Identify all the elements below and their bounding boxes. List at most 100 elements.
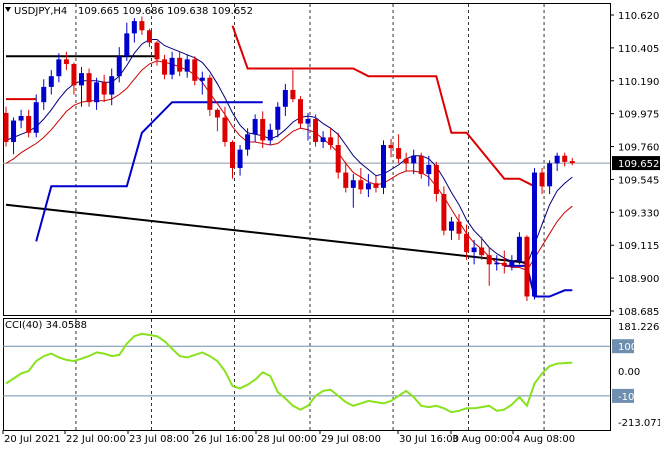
candle — [381, 140, 386, 194]
candle — [335, 132, 341, 179]
candle-body — [426, 164, 432, 175]
candle — [509, 255, 515, 271]
candle-body — [516, 236, 522, 262]
candle — [305, 112, 311, 141]
overlay-line — [231, 25, 535, 188]
candle — [222, 106, 228, 147]
candle — [116, 47, 122, 83]
candle-body — [381, 145, 386, 188]
candle — [177, 51, 183, 77]
candle-body — [184, 59, 190, 72]
candle-body — [18, 115, 24, 121]
candle-body — [411, 155, 417, 164]
candle — [131, 18, 137, 43]
candle — [260, 111, 266, 149]
time-tick-label: 20 Jul 2021 — [4, 434, 61, 445]
candle-body — [471, 247, 477, 253]
candle — [169, 51, 175, 80]
candle — [48, 70, 54, 95]
candle-body — [328, 137, 334, 146]
candle — [358, 167, 364, 194]
candle — [18, 109, 24, 129]
chart-header: USDJPY,H4 109.665 109.686 109.638 109.65… — [5, 6, 253, 17]
candle — [282, 83, 288, 116]
candle — [388, 138, 394, 158]
candle-body — [116, 56, 122, 77]
candle — [373, 175, 379, 193]
candle — [456, 213, 462, 240]
candle-body — [169, 57, 175, 75]
candle — [139, 16, 145, 35]
candle-body — [448, 221, 454, 231]
last-price-label: 109.652 — [618, 159, 659, 170]
candle-body — [146, 30, 152, 43]
candle — [245, 128, 251, 156]
candle-body — [3, 112, 9, 142]
candle-body — [260, 119, 266, 141]
candle — [554, 152, 560, 172]
candle-body — [358, 180, 364, 190]
candle — [26, 109, 32, 138]
ohlc-readout: 109.665 109.686 109.638 109.652 — [78, 6, 253, 17]
candle — [532, 167, 537, 300]
candle-body — [539, 172, 545, 187]
candle — [524, 235, 530, 302]
candle — [267, 123, 273, 146]
candle-body — [313, 119, 319, 142]
candle-body — [464, 233, 470, 253]
candle-body — [441, 193, 447, 231]
candle — [547, 160, 553, 194]
candle — [3, 106, 9, 147]
candle-body — [365, 183, 371, 190]
candle-body — [71, 63, 77, 86]
price-tick-label: 109.330 — [618, 208, 659, 219]
candle — [71, 62, 77, 95]
time-tick-label: 29 Jul 08:00 — [321, 434, 381, 445]
candle-body — [192, 59, 198, 81]
price-tick-label: 110.405 — [618, 44, 659, 55]
candle-body — [79, 73, 84, 86]
candle-body — [230, 141, 235, 168]
candle-body — [562, 155, 568, 162]
candle — [501, 250, 507, 274]
time-tick-label: 22 Jul 00:00 — [66, 434, 126, 445]
candle — [33, 94, 39, 138]
candle-body — [94, 82, 100, 103]
candle-body — [154, 42, 160, 60]
candle — [41, 79, 47, 110]
candle-body — [554, 155, 560, 164]
candle-body — [350, 180, 356, 188]
candle-body — [131, 21, 137, 34]
indicator-label: CCI(40) 34.0588 — [5, 320, 87, 331]
candle — [230, 140, 235, 179]
candle-body — [139, 21, 145, 31]
candle — [516, 232, 522, 265]
indicator-panel-border — [3, 318, 611, 431]
time-tick-label: 28 Jul 00:00 — [257, 434, 317, 445]
candle — [297, 96, 303, 129]
candle — [486, 247, 492, 286]
candle — [471, 239, 477, 265]
candle — [562, 152, 568, 167]
candle — [411, 149, 417, 175]
indicator-level-label: -100 — [618, 392, 641, 403]
candle — [199, 71, 205, 95]
chart-title: USDJPY,H4 — [14, 6, 67, 17]
price-tick-label: 109.545 — [618, 175, 659, 186]
candle-body — [388, 145, 394, 149]
candle-body — [486, 255, 492, 265]
candle — [479, 236, 485, 260]
candle-body — [177, 57, 183, 72]
candle-body — [335, 145, 341, 173]
candle-body — [479, 247, 485, 256]
price-tick-label: 108.685 — [618, 307, 659, 318]
candle — [290, 70, 296, 103]
indicator-panel: 100 0.00 -100 181.2268 -213.0714 — [3, 322, 660, 429]
candle-body — [11, 120, 17, 142]
price-series-line — [5, 60, 573, 272]
time-axis: 20 Jul 2021 22 Jul 00:00 23 Jul 08:00 26 Ju… — [2, 430, 575, 445]
candle-body — [569, 161, 575, 164]
dropdown-triangle-icon[interactable] — [5, 7, 11, 12]
time-tick-label: 4 Aug 08:00 — [514, 434, 575, 445]
candle — [252, 114, 258, 142]
